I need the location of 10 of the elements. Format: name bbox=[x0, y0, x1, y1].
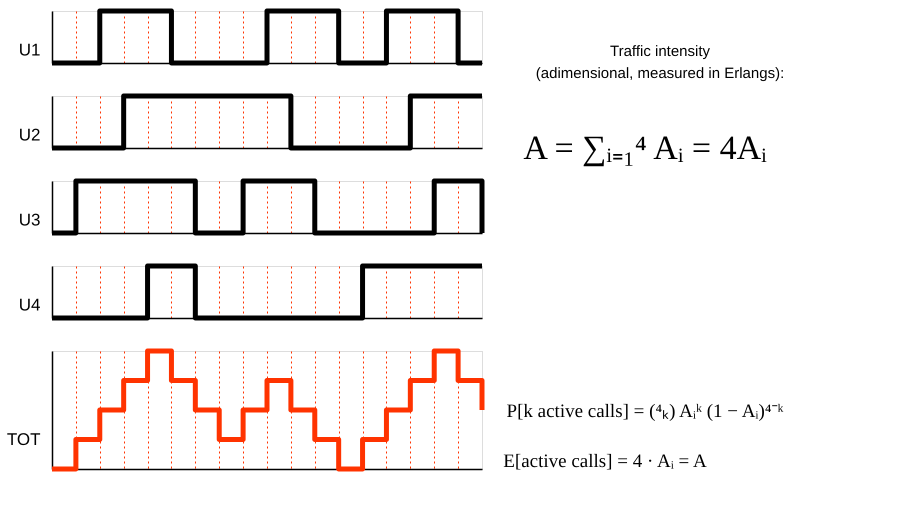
text: Traffic intensity bbox=[610, 43, 711, 60]
text: E[active calls] = 4 · Aᵢ = A bbox=[503, 451, 707, 472]
y-axis-title: U3 bbox=[18, 210, 40, 230]
text: P[k active calls] = (⁴ₖ) Aᵢᵏ (1 − Aᵢ)⁴⁻ᵏ bbox=[506, 401, 784, 422]
y-axis-title: U4 bbox=[18, 296, 40, 314]
y-axis-title: U1 bbox=[18, 40, 40, 60]
text: (adimensional, measured in Erlangs): bbox=[536, 65, 784, 82]
text: A = ∑ᵢ₌₁⁴ Aᵢ = 4Aᵢ bbox=[523, 130, 768, 167]
y-axis-title: TOT bbox=[6, 430, 40, 449]
y-axis-title: U2 bbox=[18, 126, 40, 144]
